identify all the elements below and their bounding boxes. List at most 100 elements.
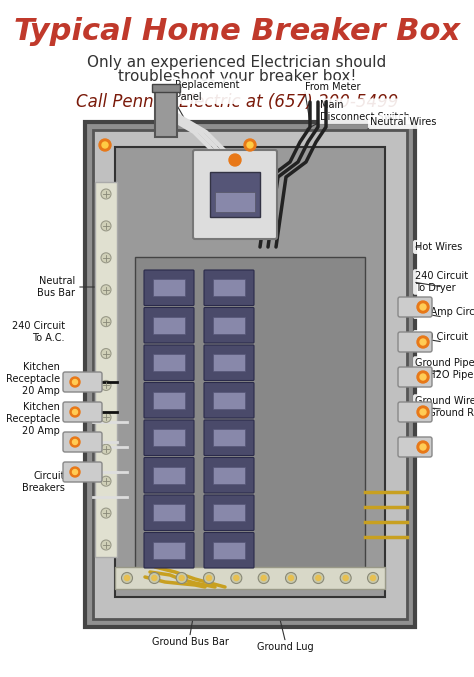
Circle shape [313,573,324,584]
Bar [155,87,177,137]
Circle shape [420,339,426,345]
Text: 240 Circuit
To Dryer: 240 Circuit To Dryer [415,271,468,292]
Bar [153,280,185,296]
Circle shape [101,540,111,550]
FancyBboxPatch shape [93,130,407,619]
Bar [135,257,365,577]
Bar [213,392,245,409]
FancyBboxPatch shape [144,270,194,305]
Bar [213,504,245,521]
Text: Ground Wire
To Ground Rod: Ground Wire To Ground Rod [415,396,474,418]
Bar [153,317,185,334]
Circle shape [420,374,426,380]
Bar [153,392,185,409]
Circle shape [152,575,157,580]
FancyBboxPatch shape [204,458,254,493]
Circle shape [101,380,111,391]
Bar [95,182,117,557]
Circle shape [417,441,429,453]
Text: 240 Circuit
To A.C.: 240 Circuit To A.C. [12,321,65,343]
Circle shape [101,349,111,359]
Text: troubleshoot your breaker box!: troubleshoot your breaker box! [118,70,356,85]
Circle shape [203,573,215,584]
Circle shape [101,189,111,199]
Text: Neutral Wires: Neutral Wires [370,117,437,127]
Bar [210,172,260,217]
FancyBboxPatch shape [204,307,254,343]
Text: Ground Pipe
To H2O Pipe: Ground Pipe To H2O Pipe [415,358,474,380]
Text: Call Penney Electric at (657) 200-5499: Call Penney Electric at (657) 200-5499 [76,93,398,111]
Circle shape [101,221,111,231]
FancyBboxPatch shape [398,297,432,317]
Circle shape [73,410,78,414]
FancyBboxPatch shape [63,402,102,422]
Circle shape [417,301,429,313]
Bar [115,147,385,597]
Bar [152,84,180,92]
Bar [153,429,185,446]
FancyBboxPatch shape [398,367,432,387]
FancyBboxPatch shape [144,495,194,531]
Text: Ground Bus Bar: Ground Bus Bar [152,637,228,647]
Circle shape [73,439,78,445]
FancyBboxPatch shape [85,122,415,627]
FancyBboxPatch shape [63,432,102,452]
FancyBboxPatch shape [63,372,102,392]
Circle shape [289,575,293,580]
Circle shape [102,142,108,148]
Bar [153,467,185,483]
Text: Circuit
Breakers: Circuit Breakers [22,471,65,493]
Circle shape [125,575,129,580]
FancyBboxPatch shape [144,533,194,568]
Bar [115,567,385,589]
Text: Only an experienced Electrician should: Only an experienced Electrician should [87,55,387,70]
FancyBboxPatch shape [193,150,277,239]
Circle shape [101,412,111,422]
Text: 240 Circuit: 240 Circuit [415,332,468,342]
Circle shape [343,575,348,580]
FancyBboxPatch shape [398,332,432,352]
Text: 15 Amp Circuit: 15 Amp Circuit [415,307,474,317]
Circle shape [231,573,242,584]
Circle shape [101,317,111,326]
FancyBboxPatch shape [204,495,254,531]
Circle shape [73,380,78,385]
Circle shape [101,508,111,518]
Text: Main
Disconnect Switch: Main Disconnect Switch [320,100,410,122]
Circle shape [244,139,256,151]
FancyBboxPatch shape [144,458,194,493]
Circle shape [316,575,321,580]
Text: Hot Wires: Hot Wires [415,242,462,252]
Circle shape [70,407,80,417]
FancyBboxPatch shape [204,270,254,305]
Bar [213,542,245,559]
Circle shape [70,437,80,447]
Circle shape [258,573,269,584]
Circle shape [367,573,379,584]
Circle shape [101,285,111,294]
Circle shape [234,575,239,580]
FancyBboxPatch shape [144,420,194,456]
Circle shape [176,573,187,584]
Circle shape [417,406,429,418]
FancyBboxPatch shape [204,345,254,380]
Circle shape [73,470,78,475]
FancyBboxPatch shape [204,420,254,456]
FancyBboxPatch shape [144,307,194,343]
Circle shape [420,409,426,415]
Bar [213,280,245,296]
Circle shape [340,573,351,584]
Text: From Meter: From Meter [305,82,361,92]
Circle shape [207,575,211,580]
Text: Neutral
Bus Bar: Neutral Bus Bar [37,276,75,298]
Circle shape [149,573,160,584]
Bar [213,429,245,446]
Circle shape [99,139,111,151]
FancyBboxPatch shape [204,533,254,568]
FancyBboxPatch shape [144,345,194,380]
Circle shape [420,444,426,450]
Bar [213,467,245,483]
Bar [153,542,185,559]
Circle shape [261,575,266,580]
Circle shape [229,154,241,166]
